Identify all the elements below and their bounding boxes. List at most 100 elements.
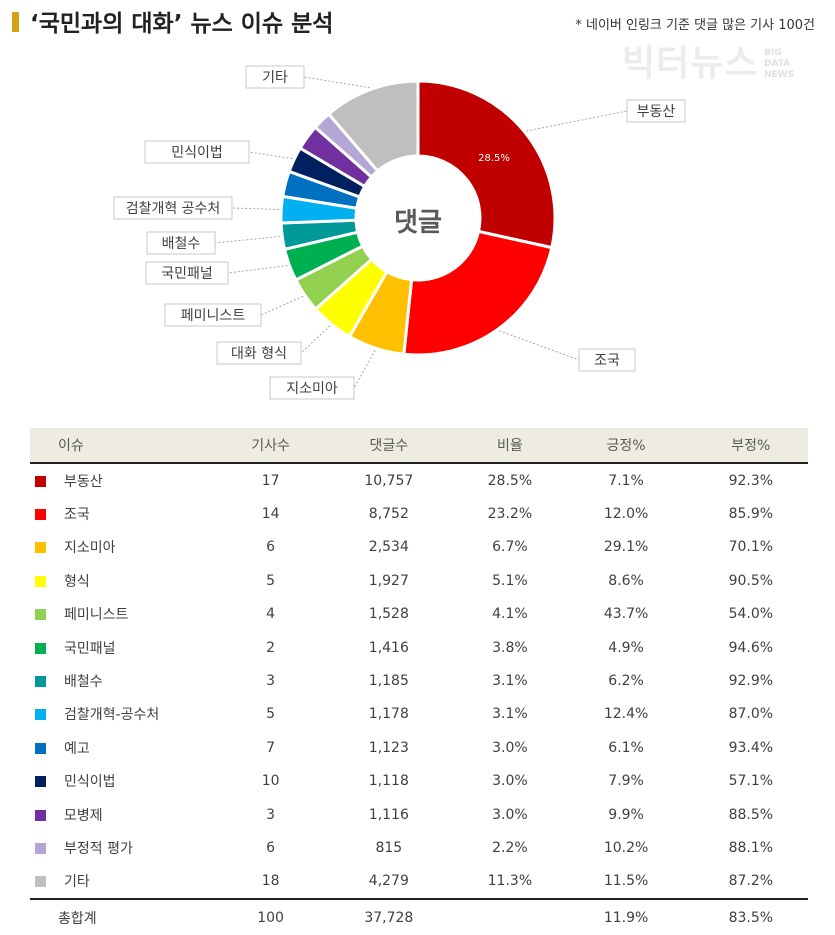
legend-swatch bbox=[35, 542, 46, 554]
callout-leader-line bbox=[214, 235, 281, 244]
legend-swatch bbox=[35, 809, 46, 821]
header-negative: 부정% bbox=[693, 428, 808, 464]
ratio-cell: 4.1% bbox=[492, 606, 528, 623]
comments-cell: 1,528 bbox=[368, 606, 409, 623]
ratio-cell: 3.0% bbox=[492, 773, 528, 790]
issue-cell: 모병제 bbox=[30, 798, 225, 831]
ratio-cell: 11.3% bbox=[487, 873, 533, 890]
ratio-cell: 3.0% bbox=[492, 806, 528, 823]
positive-cell: 12.4% bbox=[603, 706, 649, 723]
callout-box bbox=[216, 341, 302, 365]
table-row: 부정적 평가 6 815 2.2% 10.2% 88.1% bbox=[30, 831, 808, 864]
table-row: 조국 14 8,752 23.2% 12.0% 85.9% bbox=[30, 497, 808, 530]
issue-label: 형식 bbox=[64, 573, 90, 590]
table-row: 페미니스트 4 1,528 4.1% 43.7% 54.0% bbox=[30, 598, 808, 631]
legend-swatch bbox=[35, 776, 46, 788]
total-negative: 83.5% bbox=[693, 898, 808, 935]
issue-label: 부동산 bbox=[64, 473, 103, 490]
articles-cell: 4 bbox=[266, 606, 276, 623]
issue-cell: 민식이법 bbox=[30, 765, 225, 798]
callout-label: 페미니스트 bbox=[181, 308, 246, 324]
logo-side-line: BIG bbox=[764, 48, 782, 58]
issue-cell: 기타 bbox=[30, 865, 225, 899]
callout-leader-line bbox=[499, 330, 580, 361]
callout-box bbox=[146, 231, 216, 255]
positive-cell: 6.2% bbox=[608, 673, 644, 690]
title-accent-bar bbox=[12, 12, 19, 32]
table-body: 부동산 17 10,757 28.5% 7.1% 92.3% 조국 14 8,752 23.2% 1… bbox=[30, 463, 808, 935]
callout-label: 배철수 bbox=[162, 236, 201, 252]
negative-cell: 92.3% bbox=[728, 472, 774, 489]
donut-slice bbox=[416, 79, 557, 250]
legend-swatch bbox=[35, 742, 46, 754]
center-label: 댓글 bbox=[394, 208, 442, 238]
callout-leader-line bbox=[231, 207, 280, 210]
articles-cell: 5 bbox=[266, 572, 276, 589]
positive-cell: 10.2% bbox=[603, 839, 649, 856]
negative-cell: 92.9% bbox=[728, 673, 774, 690]
ratio-cell: 3.0% bbox=[492, 739, 528, 756]
callout-box bbox=[245, 65, 305, 89]
watermark-logo: 빅터뉴스 BIG DATA NEWS bbox=[622, 44, 812, 88]
page-note: * 네이버 인링크 기준 댓글 많은 기사 100건 bbox=[575, 18, 815, 33]
table-header-row: 이슈 기사수 댓글수 비율 긍정% 부정% bbox=[30, 428, 808, 464]
comments-cell: 1,123 bbox=[368, 739, 409, 756]
comments-cell: 2,534 bbox=[368, 539, 409, 556]
legend-swatch bbox=[35, 509, 46, 521]
callout-leader-line bbox=[248, 151, 293, 160]
total-ratio bbox=[461, 898, 559, 935]
slice-percent-label: 28.5% bbox=[478, 153, 510, 164]
negative-cell: 70.1% bbox=[728, 539, 774, 556]
articles-cell: 5 bbox=[266, 706, 276, 723]
header-positive: 긍정% bbox=[558, 428, 694, 464]
ratio-cell: 3.1% bbox=[492, 673, 528, 690]
logo-side-text: BIG DATA NEWS bbox=[764, 48, 794, 81]
comments-cell: 4,279 bbox=[368, 873, 409, 890]
negative-cell: 87.0% bbox=[728, 706, 774, 723]
callout-box bbox=[145, 261, 229, 285]
positive-cell: 7.1% bbox=[608, 472, 644, 489]
positive-cell: 6.1% bbox=[608, 739, 644, 756]
table-row: 형식 5 1,927 5.1% 8.6% 90.5% bbox=[30, 564, 808, 597]
negative-cell: 57.1% bbox=[728, 773, 774, 790]
negative-cell: 85.9% bbox=[728, 506, 774, 523]
legend-swatch bbox=[35, 475, 46, 487]
table-row: 기타 18 4,279 11.3% 11.5% 87.2% bbox=[30, 865, 808, 899]
header-ratio: 비율 bbox=[461, 428, 559, 464]
table-row: 부동산 17 10,757 28.5% 7.1% 92.3% bbox=[30, 463, 808, 497]
legend-swatch bbox=[35, 876, 46, 888]
callout-leader-line bbox=[260, 295, 304, 316]
positive-cell: 9.9% bbox=[608, 806, 644, 823]
issue-label: 민식이법 bbox=[64, 774, 116, 791]
issue-cell: 국민패널 bbox=[30, 631, 225, 664]
issue-cell: 페미니스트 bbox=[30, 598, 225, 631]
positive-cell: 8.6% bbox=[608, 572, 644, 589]
issue-cell: 형식 bbox=[30, 564, 225, 597]
ratio-cell: 5.1% bbox=[492, 572, 528, 589]
table-row: 국민패널 2 1,416 3.8% 4.9% 94.6% bbox=[30, 631, 808, 664]
issue-cell: 예고 bbox=[30, 731, 225, 764]
issue-cell: 부동산 bbox=[30, 463, 225, 497]
comments-cell: 815 bbox=[375, 839, 403, 856]
ratio-cell: 6.7% bbox=[492, 539, 528, 556]
issue-label: 기타 bbox=[64, 874, 90, 891]
table-row: 민식이법 10 1,118 3.0% 7.9% 57.1% bbox=[30, 765, 808, 798]
data-table: 이슈 기사수 댓글수 비율 긍정% 부정% 부동산 17 10,757 28.5% 7.… bbox=[30, 428, 808, 935]
comments-cell: 1,178 bbox=[368, 706, 409, 723]
donut-slices bbox=[279, 79, 557, 357]
issue-cell: 검찰개혁-공수처 bbox=[30, 698, 225, 731]
callout-label: 민식이법 bbox=[171, 145, 223, 161]
logo-side-line: NEWS bbox=[764, 70, 795, 80]
total-positive: 11.9% bbox=[558, 898, 694, 935]
table-row: 배철수 3 1,185 3.1% 6.2% 92.9% bbox=[30, 664, 808, 697]
callout-box bbox=[626, 99, 686, 123]
logo-side-line: DATA bbox=[764, 59, 791, 69]
callout-leader-line bbox=[227, 265, 288, 274]
positive-cell: 29.1% bbox=[603, 539, 649, 556]
callout-leader-line bbox=[353, 349, 376, 389]
ratio-cell: 3.8% bbox=[492, 639, 528, 656]
total-row: 총합계 100 37,728 11.9% 83.5% bbox=[30, 898, 808, 935]
positive-cell: 11.5% bbox=[603, 873, 649, 890]
callout-label: 기타 bbox=[262, 70, 288, 86]
